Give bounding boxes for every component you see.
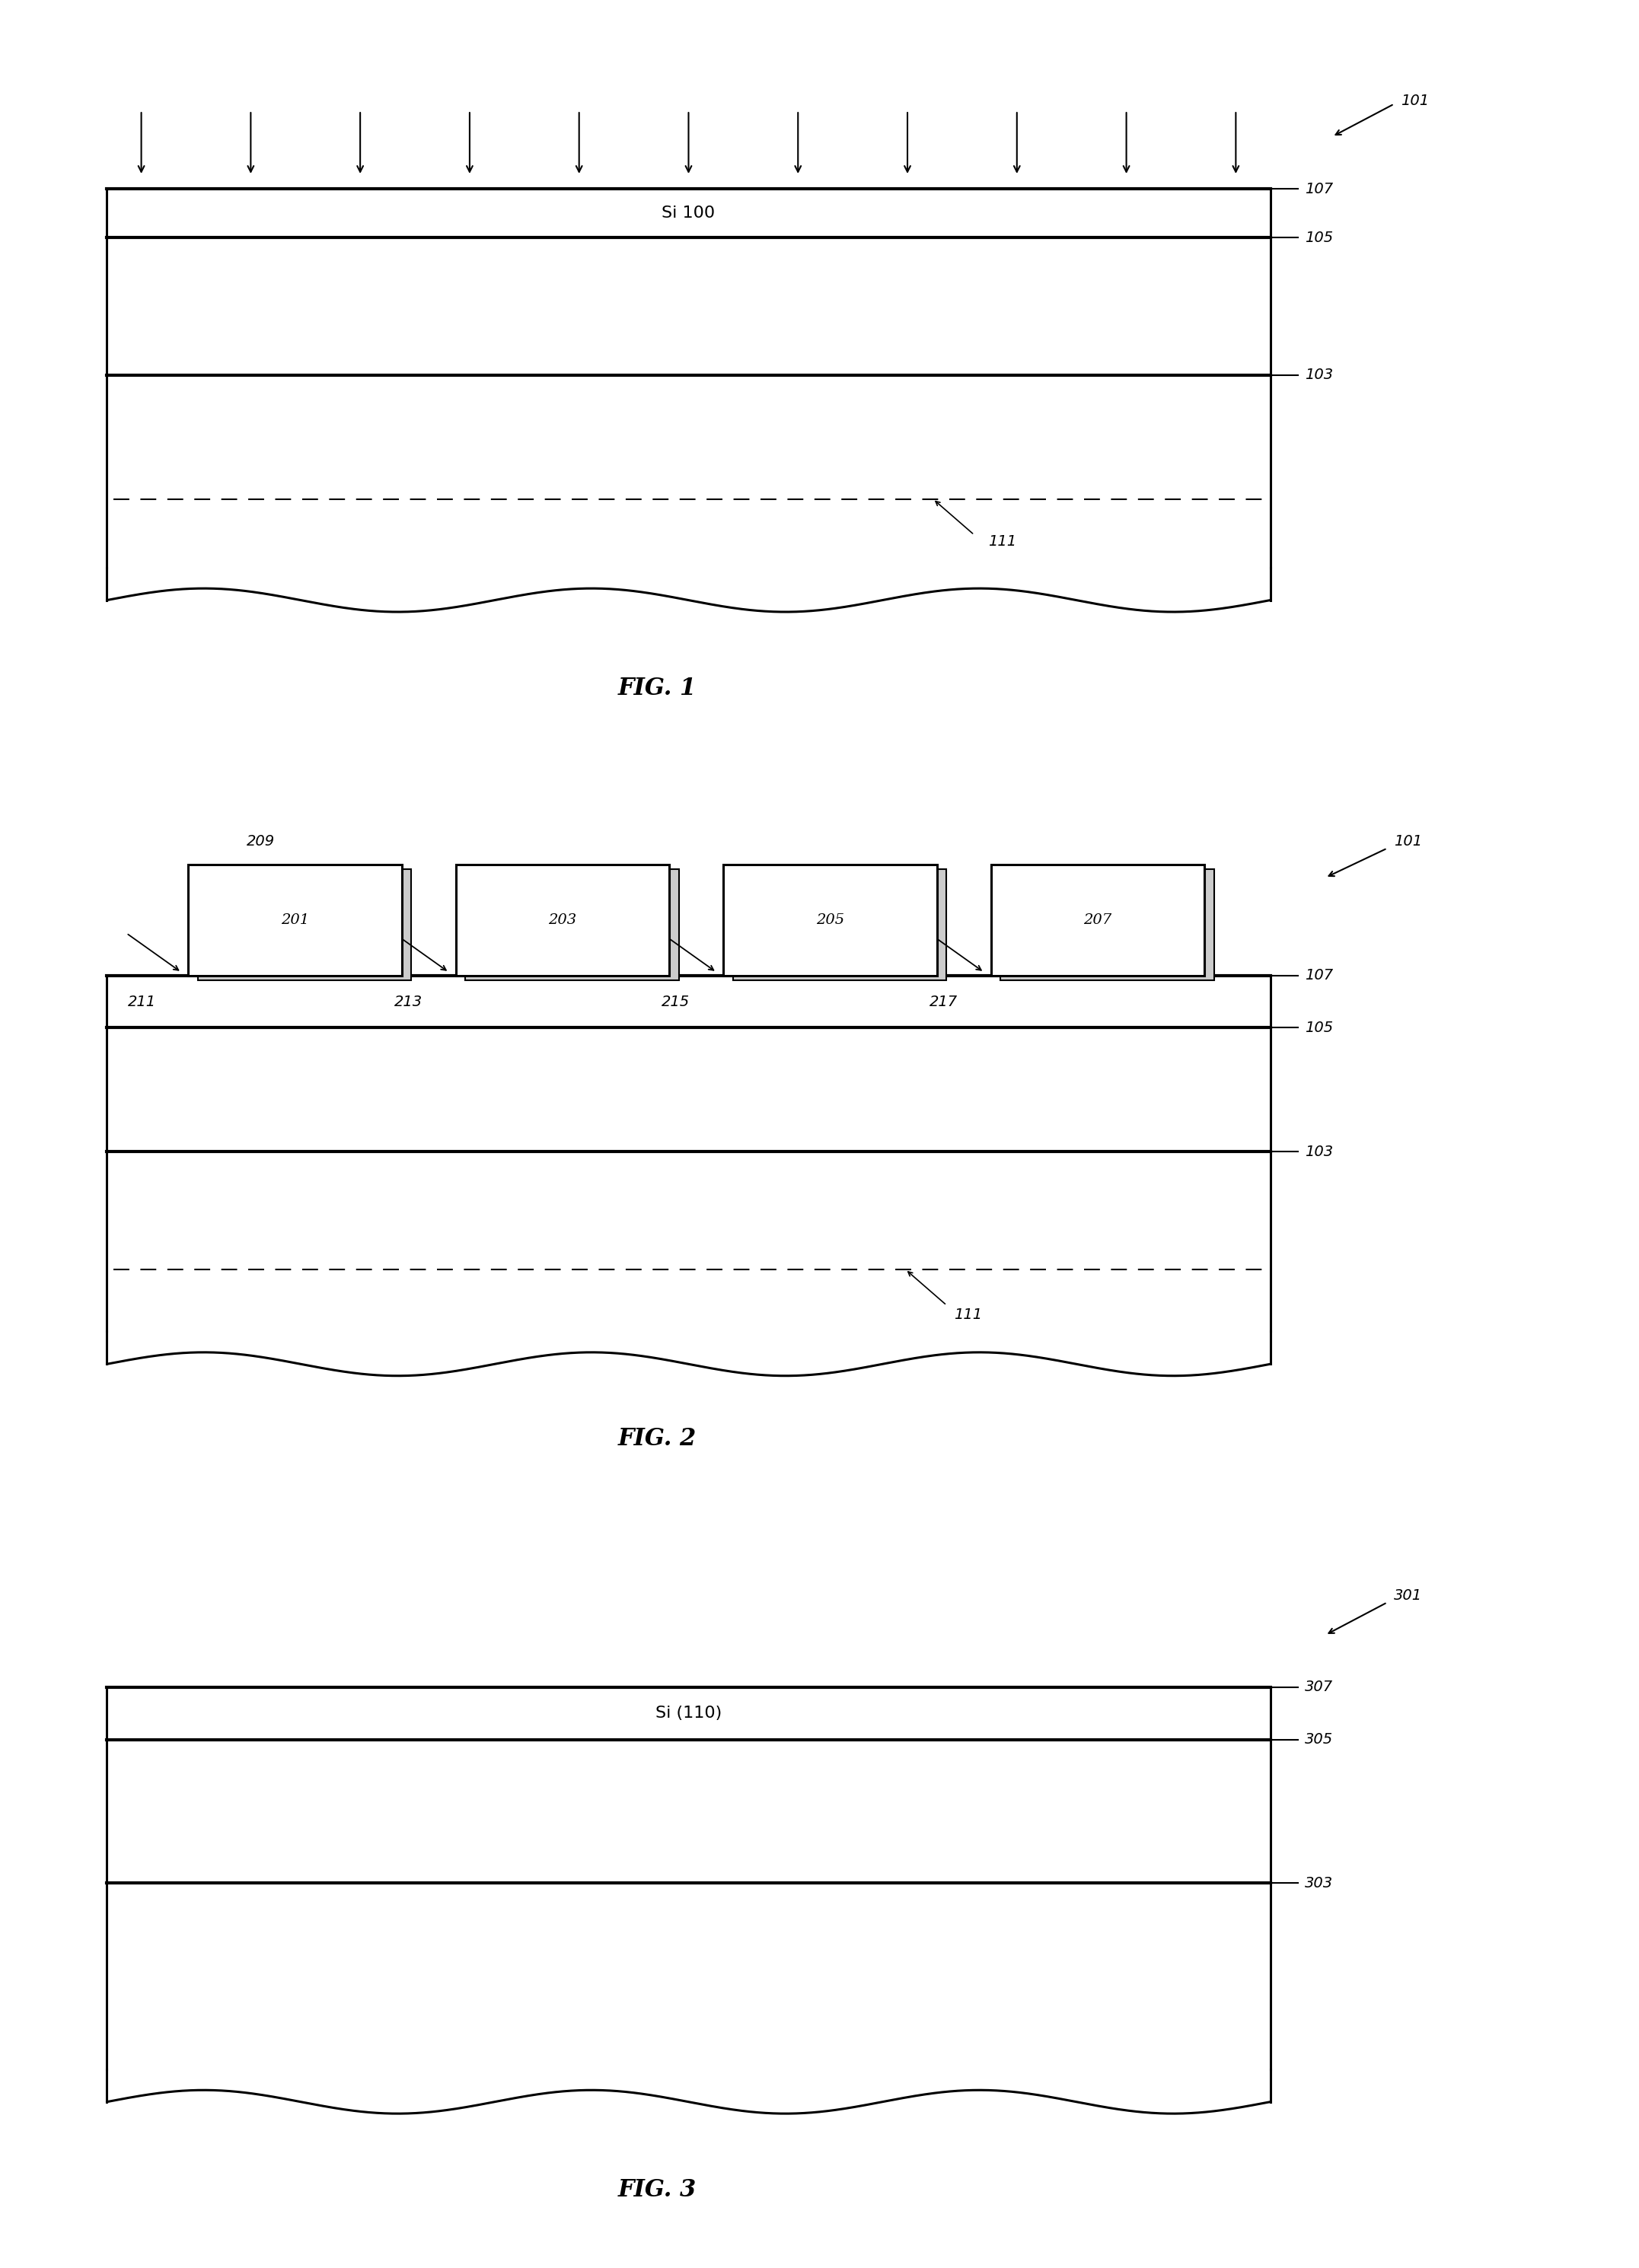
Text: 305: 305 <box>1305 1733 1333 1746</box>
Text: 201: 201 <box>280 914 310 928</box>
Text: 105: 105 <box>1305 231 1333 245</box>
Bar <box>992 864 1205 975</box>
Text: 105: 105 <box>1305 1021 1333 1034</box>
Text: 107: 107 <box>1305 968 1333 982</box>
Text: 217: 217 <box>929 993 957 1009</box>
Text: 207: 207 <box>1083 914 1111 928</box>
Text: 103: 103 <box>1305 1145 1333 1159</box>
Text: 111: 111 <box>954 1309 982 1322</box>
Bar <box>733 869 946 980</box>
Text: 211: 211 <box>128 993 156 1009</box>
Bar <box>723 864 938 975</box>
Text: 103: 103 <box>1305 367 1333 381</box>
Text: 213: 213 <box>393 993 423 1009</box>
Text: 107: 107 <box>1305 181 1333 195</box>
Text: 303: 303 <box>1305 1876 1333 1889</box>
Text: 205: 205 <box>816 914 844 928</box>
Text: 209: 209 <box>246 835 275 848</box>
Text: 215: 215 <box>662 993 690 1009</box>
Text: 307: 307 <box>1305 1681 1333 1694</box>
Bar <box>456 864 669 975</box>
Text: 101: 101 <box>1395 835 1423 848</box>
Text: FIG. 2: FIG. 2 <box>618 1427 697 1452</box>
Text: Si (110): Si (110) <box>656 1706 721 1721</box>
Text: FIG. 3: FIG. 3 <box>618 2177 697 2202</box>
Text: 203: 203 <box>549 914 577 928</box>
Bar <box>465 869 679 980</box>
Text: FIG. 1: FIG. 1 <box>618 676 697 701</box>
Text: 301: 301 <box>1395 1588 1423 1603</box>
Text: 111: 111 <box>988 535 1016 549</box>
Bar <box>1001 869 1214 980</box>
Text: 101: 101 <box>1401 93 1429 109</box>
Bar <box>198 869 411 980</box>
Bar <box>188 864 402 975</box>
Text: Si 100: Si 100 <box>662 206 715 220</box>
